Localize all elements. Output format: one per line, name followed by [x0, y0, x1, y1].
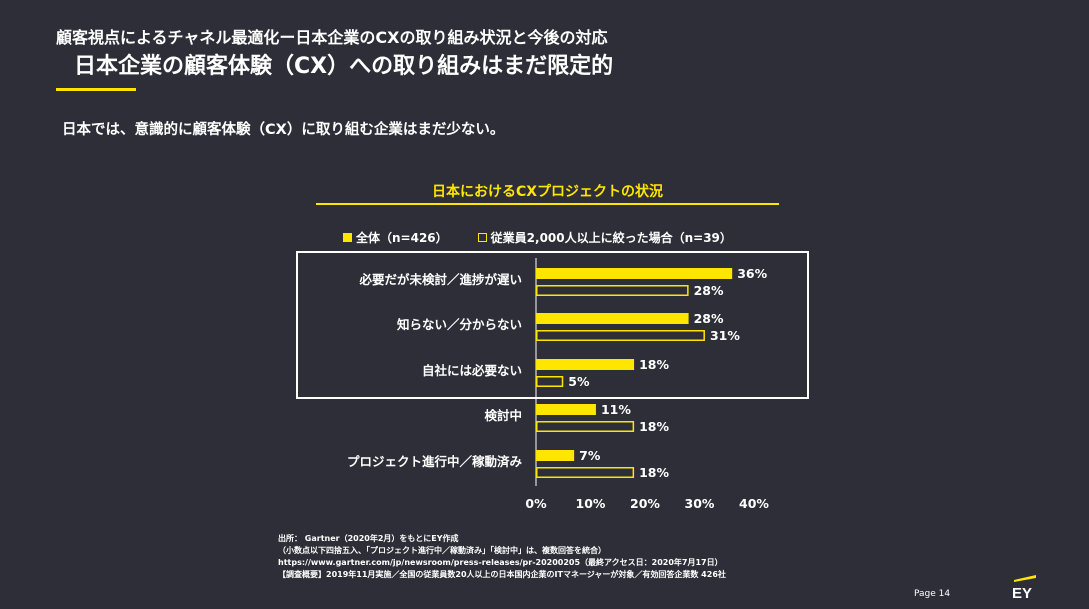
bar-series2: [536, 285, 689, 296]
highlight-box: [296, 251, 809, 399]
bar-series2: [536, 376, 564, 387]
bar-value-label: 18%: [639, 419, 669, 434]
legend-swatch-outline: [477, 233, 487, 242]
category-label: 検討中: [484, 408, 522, 423]
page-title: 日本企業の顧客体験（CX）への取り組みはまだ限定的: [74, 54, 614, 79]
bar-series2: [536, 467, 635, 478]
x-tick-label: 20%: [630, 496, 660, 511]
bar-series2: [536, 330, 705, 341]
source-line-3: https://www.gartner.com/jp/newsroom/pres…: [278, 558, 723, 567]
source-line-1: 出所： Gartner（2020年2月）をもとにEY作成: [278, 534, 459, 543]
source-note: 出所： Gartner（2020年2月）をもとにEY作成 （小数点以下四捨五入、…: [278, 533, 726, 581]
page-number: Page 14: [914, 589, 951, 599]
bar-series2: [536, 421, 635, 432]
lead-text: 日本では、意識的に顧客体験（CX）に取り組む企業はまだ少ない。: [62, 122, 505, 138]
bar-series1: [536, 359, 635, 370]
chart-title: 日本におけるCXプロジェクトの状況: [431, 184, 664, 200]
ey-logo-text: EY: [1012, 585, 1032, 599]
legend-label-series1: 全体（n=426）: [356, 231, 448, 245]
header-subtitle: 顧客視点によるチャネル最適化ー日本企業のCXの取り組み状況と今後の対応: [56, 28, 608, 47]
bar-series1: [536, 450, 575, 461]
bar-series1: [536, 313, 689, 324]
source-line-2: （小数点以下四捨五入、「プロジェクト進行中／稼動済み」「検討中」は、複数回答を統…: [278, 546, 606, 555]
x-tick-label: 40%: [739, 496, 769, 511]
header-accent-rule: [56, 88, 136, 91]
legend-swatch-filled: [343, 233, 352, 242]
chart-title-rule: [316, 203, 779, 205]
bar-value-label: 36%: [737, 266, 767, 281]
bar-value-label: 28%: [694, 311, 724, 326]
x-tick-label: 10%: [576, 496, 606, 511]
category-label: プロジェクト進行中／稼動済み: [347, 454, 523, 469]
chart-legend: 全体（n=426） 従業員2,000人以上に絞った場合（n=39）: [343, 229, 732, 246]
category-label: 知らない／分からない: [396, 317, 522, 332]
bar-series1: [536, 404, 596, 415]
bar-value-label: 31%: [710, 328, 740, 343]
ey-logo: EY: [1012, 575, 1036, 599]
bar-value-label: 28%: [694, 283, 724, 298]
bar-series1: [536, 268, 733, 279]
x-tick-label: 30%: [685, 496, 715, 511]
category-label: 必要だが未検討／進捗が遅い: [358, 272, 522, 287]
bar-value-label: 7%: [579, 448, 601, 463]
bar-value-label: 11%: [601, 402, 631, 417]
bar-value-label: 18%: [639, 357, 669, 372]
x-tick-label: 0%: [525, 496, 547, 511]
category-label: 自社には必要ない: [422, 363, 522, 378]
bar-value-label: 18%: [639, 465, 669, 480]
bar-value-label: 5%: [568, 374, 590, 389]
source-line-4: 【調査概要】2019年11月実施／全国の従業員数20人以上の日本国内企業のITマ…: [278, 570, 726, 579]
legend-label-series2: 従業員2,000人以上に絞った場合（n=39）: [490, 231, 732, 245]
